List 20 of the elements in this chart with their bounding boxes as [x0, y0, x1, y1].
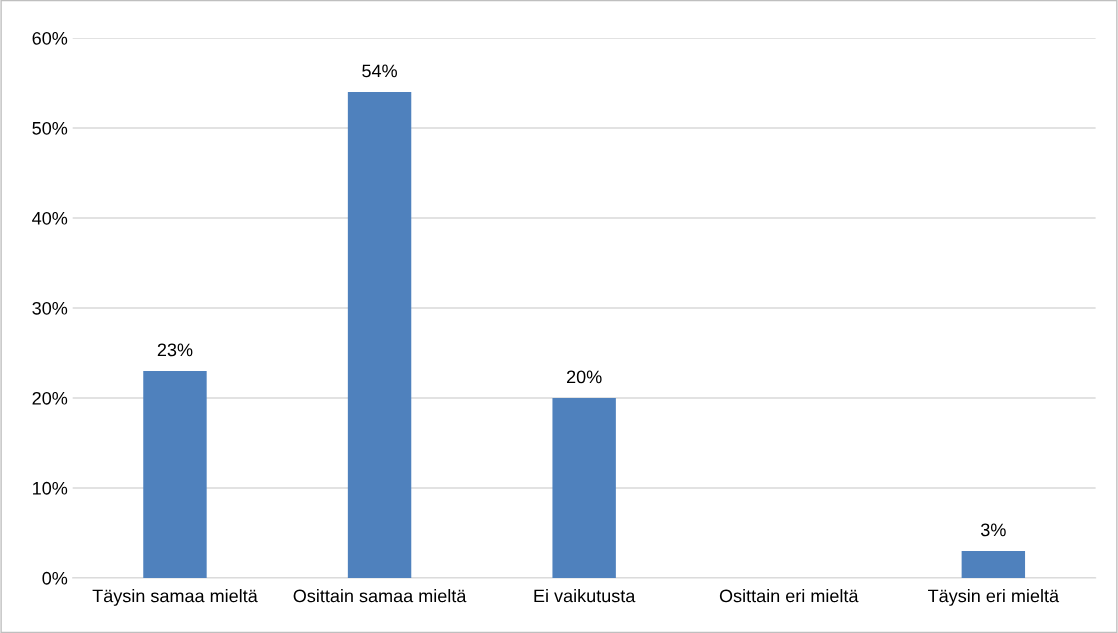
x-tick-label: Täysin samaa mieltä	[92, 589, 258, 606]
y-tick-label: 20%	[32, 391, 68, 405]
bar	[347, 91, 412, 578]
x-tick-label: Täysin eri mieltä	[928, 589, 1060, 606]
y-tick-label: 0%	[42, 571, 68, 585]
x-tick-label: Osittain samaa mieltä	[293, 589, 467, 603]
y-tick-label: 10%	[33, 481, 68, 495]
x-tick-label: Osittain eri mieltä	[719, 589, 859, 603]
y-tick-label: 30%	[32, 301, 68, 315]
y-tick-label: 40%	[32, 211, 68, 225]
data-label: 20%	[567, 370, 602, 384]
bar	[143, 370, 207, 578]
y-tick-label: 60%	[32, 31, 68, 45]
bar	[552, 397, 616, 578]
y-tick-label: 50%	[32, 121, 68, 135]
bar	[961, 550, 1026, 578]
data-label: 23%	[157, 343, 193, 357]
x-tick-label: Ei vaikutusta	[534, 589, 636, 603]
data-label: 54%	[362, 64, 397, 78]
data-label: 3%	[980, 523, 1006, 537]
